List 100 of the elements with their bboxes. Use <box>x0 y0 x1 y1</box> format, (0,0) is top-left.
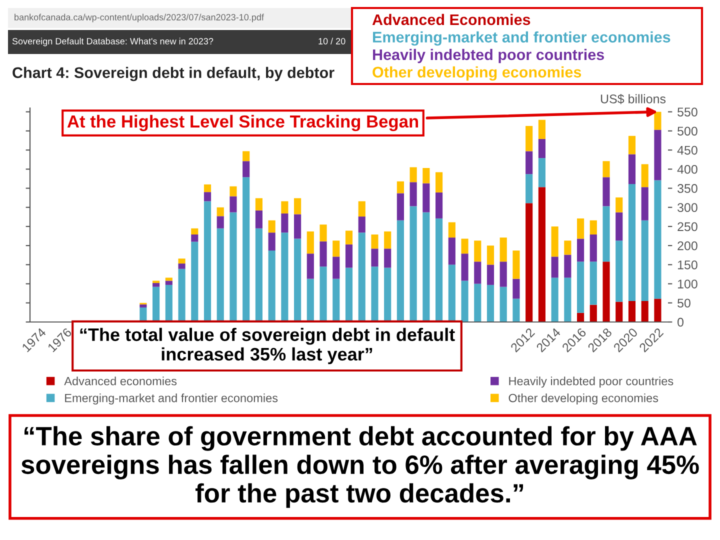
bar <box>461 280 468 322</box>
bar <box>590 234 597 262</box>
y-tick-label: 350 <box>678 184 698 193</box>
bar <box>538 120 546 139</box>
y-tick-label: 50 <box>678 298 690 308</box>
y-tick-label: 0 <box>678 318 684 327</box>
bar <box>410 182 417 206</box>
bar <box>512 278 520 299</box>
bar <box>538 158 546 188</box>
text: Sovereign Default Database: What's new in 2023? <box>12 38 214 46</box>
text: Advanced Economies <box>372 14 530 26</box>
bar <box>178 268 186 322</box>
bar <box>486 284 494 322</box>
bar <box>165 280 172 285</box>
bar <box>436 218 443 322</box>
bar <box>628 300 636 322</box>
text: “The total value of sovereign debt in default increased 35% last year” <box>80 328 455 364</box>
bar <box>268 250 276 322</box>
bar <box>590 262 597 305</box>
y-tick-label: 500 <box>678 126 698 136</box>
bar <box>332 256 340 279</box>
text: 10 / 20 <box>318 38 346 44</box>
bar <box>526 151 533 174</box>
bar <box>654 298 662 322</box>
bar <box>358 232 366 322</box>
bar <box>461 238 468 254</box>
bar <box>448 222 456 238</box>
bar <box>230 212 237 322</box>
bar <box>474 284 482 322</box>
bar <box>268 232 276 251</box>
bar <box>306 231 314 254</box>
bar <box>306 254 314 279</box>
bar <box>191 234 198 242</box>
bar <box>216 207 224 216</box>
bar <box>628 154 636 184</box>
y-tick-label: 150 <box>678 260 698 270</box>
bar <box>654 180 662 299</box>
bar <box>165 278 172 281</box>
bar <box>602 262 610 322</box>
bar <box>641 300 648 322</box>
text: “The share of government debt accounted for by AAA sovereigns has fallen down to 6% after averaging 45% for the past two decades.” <box>21 426 699 508</box>
bar <box>654 130 662 180</box>
bar <box>358 201 366 217</box>
bar <box>410 167 417 182</box>
bar <box>654 112 662 130</box>
bar <box>165 284 172 322</box>
bar <box>345 268 353 322</box>
bar <box>242 161 250 178</box>
y-tick-label: 250 <box>678 222 698 232</box>
bar <box>332 240 340 257</box>
bar <box>422 168 430 184</box>
bar <box>551 256 558 278</box>
legend-label: Emerging-market and frontier economies <box>65 394 278 405</box>
bar <box>216 228 224 322</box>
bar <box>616 240 623 302</box>
bar <box>641 220 648 301</box>
y-tick-label: 550 <box>678 108 698 116</box>
bar <box>294 214 302 239</box>
bar <box>564 254 572 278</box>
bar <box>178 258 186 264</box>
bar <box>576 262 584 313</box>
bar <box>255 228 262 322</box>
bar <box>590 220 597 234</box>
bar <box>152 286 160 322</box>
y-axis-title: US$ billions <box>600 94 666 104</box>
y-tick-label: 200 <box>678 241 698 250</box>
bar <box>345 230 353 244</box>
bar <box>486 264 494 285</box>
bar <box>474 262 482 284</box>
bar <box>204 184 212 192</box>
bar <box>602 161 610 178</box>
bar <box>410 206 417 322</box>
bar <box>461 254 468 281</box>
bar <box>332 278 340 322</box>
bar <box>216 216 224 228</box>
bar <box>628 136 636 154</box>
bar <box>345 244 353 268</box>
bar <box>628 184 636 301</box>
bar <box>384 231 392 249</box>
text: Other developing economies <box>372 66 582 81</box>
bar <box>396 193 404 220</box>
bar <box>616 197 623 212</box>
bar <box>204 192 212 202</box>
chart-title: Chart 4: Sovereign debt in default, by debtor <box>12 66 334 82</box>
bar <box>602 206 610 262</box>
bar <box>191 242 198 322</box>
bar <box>526 126 533 152</box>
bar <box>191 228 198 234</box>
bar <box>538 187 546 322</box>
bar <box>320 266 327 322</box>
bar <box>602 177 610 206</box>
bar <box>564 278 572 322</box>
bar <box>436 172 443 192</box>
bar <box>140 304 147 308</box>
bar <box>641 164 648 188</box>
bar <box>281 201 288 214</box>
bar <box>500 238 507 262</box>
bar <box>255 198 262 210</box>
bar <box>590 304 597 322</box>
bar <box>448 264 456 322</box>
